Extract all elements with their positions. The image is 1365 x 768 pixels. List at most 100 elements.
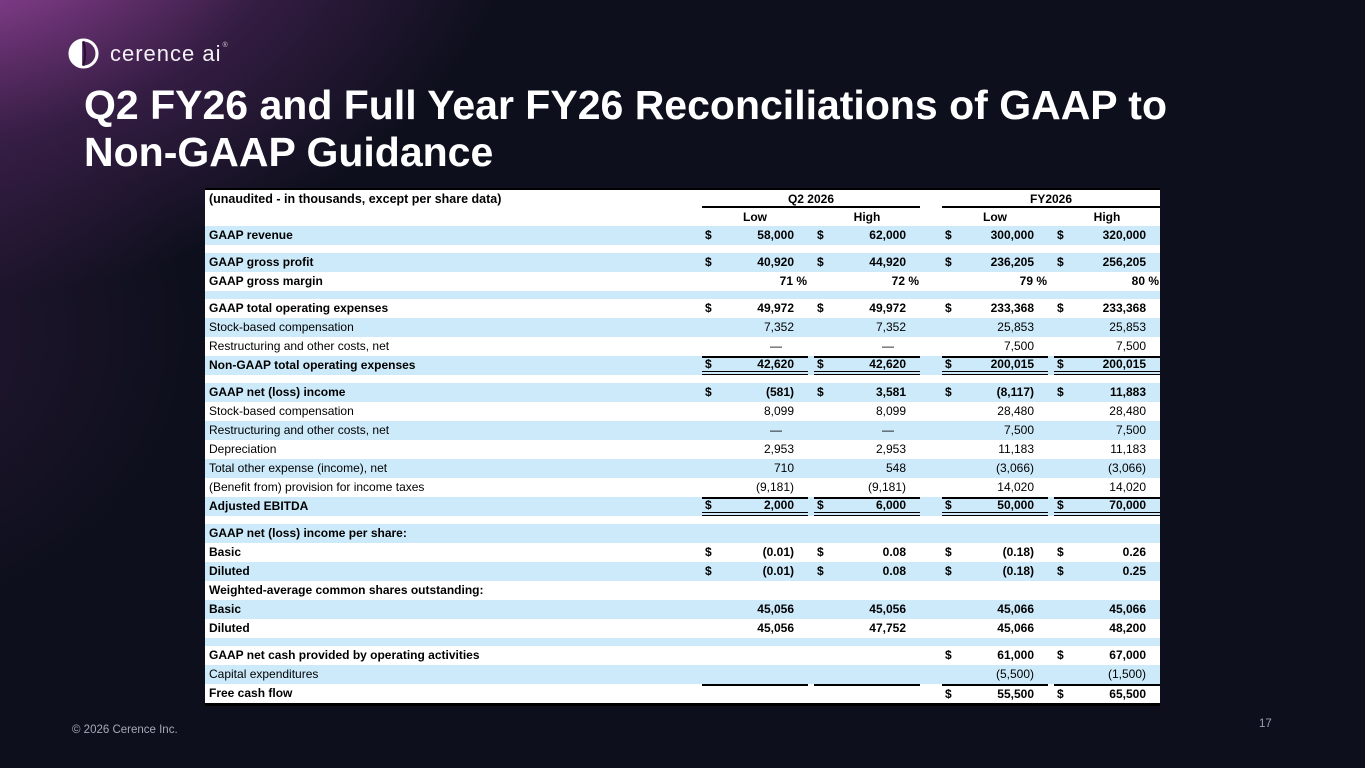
value-group xyxy=(702,524,808,543)
table-row: GAAP total operating expenses $49,972 $49,… xyxy=(205,299,1160,318)
value-group: 8,099 xyxy=(702,402,808,421)
table-caption: (unaudited - in thousands, except per sh… xyxy=(209,192,502,206)
dollar-sign: $ xyxy=(1057,255,1064,269)
cell-value: 710 xyxy=(773,461,794,475)
cell-value: 49,972 xyxy=(869,301,906,315)
table-row: Total other expense (income), net 710 548 (… xyxy=(205,459,1160,478)
row-label: GAAP total operating expenses xyxy=(209,301,389,315)
dollar-sign: $ xyxy=(1057,687,1064,701)
cell-value: 7,500 xyxy=(1115,423,1146,437)
cell-value: (9,181) xyxy=(867,480,906,494)
cell-value: 233,368 xyxy=(1102,301,1146,315)
dollar-sign: $ xyxy=(705,357,712,371)
value-group: 25,853 xyxy=(1054,318,1160,337)
cell-value: 79 % xyxy=(1019,274,1047,288)
value-group: $320,000 xyxy=(1054,226,1160,245)
row-label: (Benefit from) provision for income taxe… xyxy=(209,480,425,494)
cell-value: 49,972 xyxy=(757,301,794,315)
cell-value: 28,480 xyxy=(1109,404,1146,418)
cell-value: 71 % xyxy=(779,274,807,288)
value-group: 45,056 xyxy=(814,600,920,619)
dollar-sign: $ xyxy=(945,301,952,315)
value-group: 25,853 xyxy=(942,318,1048,337)
cell-value: (3,066) xyxy=(995,461,1034,475)
value-group: $ (8,117) xyxy=(942,383,1048,402)
value-group: $67,000 xyxy=(1054,646,1160,665)
value-group: (5,500) xyxy=(942,665,1048,684)
cerence-logo-icon xyxy=(68,38,99,69)
value-group: $233,368 xyxy=(1054,299,1160,318)
table-row: GAAP net cash provided by operating acti… xyxy=(205,646,1160,665)
value-group xyxy=(942,581,1048,600)
dollar-sign: $ xyxy=(817,498,824,512)
cerence-logo: cerence ai® xyxy=(68,38,229,69)
cell-value: 200,015 xyxy=(1102,357,1146,371)
value-group xyxy=(1054,524,1160,543)
registered-mark: ® xyxy=(222,41,229,49)
logo-wordmark: cerence ai® xyxy=(110,40,229,66)
cell-value: — xyxy=(882,423,894,437)
value-group: 45,056 xyxy=(702,619,808,638)
value-group: $42,620 xyxy=(814,356,920,375)
cell-value: 11,183 xyxy=(998,442,1034,456)
cell-value: (0.18) xyxy=(1002,545,1034,559)
cell-value: — xyxy=(770,423,782,437)
row-label: Diluted xyxy=(209,621,250,635)
cell-value: 7,500 xyxy=(1003,423,1034,437)
cell-value: (5,500) xyxy=(995,667,1034,681)
value-group: 2,953 xyxy=(814,440,920,459)
value-group: $58,000 xyxy=(702,226,808,245)
dollar-sign: $ xyxy=(945,687,952,701)
dollar-sign: $ xyxy=(817,564,824,578)
value-group: 47,752 xyxy=(814,619,920,638)
value-group: 7,500 xyxy=(942,337,1048,356)
value-group xyxy=(814,684,920,703)
value-group: 45,066 xyxy=(942,619,1048,638)
table-row: Capital expenditures (5,500) (1,500) xyxy=(205,665,1160,684)
cell-value: 28,480 xyxy=(997,404,1034,418)
value-group: 14,020 xyxy=(942,478,1048,497)
row-label: GAAP gross profit xyxy=(209,255,314,269)
page-number: 17 xyxy=(1259,718,1272,730)
title-line-1: Q2 FY26 and Full Year FY26 Reconciliatio… xyxy=(84,82,1167,128)
cell-value: 25,853 xyxy=(997,320,1034,334)
dollar-sign: $ xyxy=(945,648,952,662)
cell-value: (0.18) xyxy=(1002,564,1034,578)
table-row: GAAP net (loss) income per share: xyxy=(205,524,1160,543)
value-group xyxy=(814,665,920,684)
cell-value: 0.08 xyxy=(882,564,906,578)
table-row: Non-GAAP total operating expenses $42,620… xyxy=(205,356,1160,375)
table-header-row-subcols: Low High Low High xyxy=(205,208,1160,226)
value-group: $6,000 xyxy=(814,497,920,516)
table-row: GAAP gross margin 71 % 72 % 79 % 80 % xyxy=(205,272,1160,291)
value-group: $3,581 xyxy=(814,383,920,402)
value-group: (9,181) xyxy=(702,478,808,497)
value-group: $49,972 xyxy=(702,299,808,318)
table-row: GAAP net (loss) income $ (581) $3,581 $ (8,11… xyxy=(205,383,1160,402)
value-group: $70,000 xyxy=(1054,497,1160,516)
value-group xyxy=(814,646,920,665)
cell-value: 45,066 xyxy=(1109,602,1146,616)
row-label: Depreciation xyxy=(209,442,277,456)
table-row: Diluted 45,056 47,752 45,066 48,200 xyxy=(205,619,1160,638)
value-group: $11,883 xyxy=(1054,383,1160,402)
cell-value: (0.01) xyxy=(762,545,794,559)
value-group: 11,183 xyxy=(942,440,1048,459)
value-group: 72 % xyxy=(814,272,920,291)
row-label: GAAP net (loss) income per share: xyxy=(209,526,407,540)
title-line-2: Non-GAAP Guidance xyxy=(84,129,494,175)
value-group: $ (0.18) xyxy=(942,543,1048,562)
cell-value: (581) xyxy=(765,385,794,399)
cell-value: 58,000 xyxy=(757,228,794,242)
cell-value: 11,883 xyxy=(1109,385,1146,399)
dollar-sign: $ xyxy=(1057,648,1064,662)
row-label: Basic xyxy=(209,602,242,616)
value-group: $49,972 xyxy=(814,299,920,318)
reconciliation-table: (unaudited - in thousands, except per sh… xyxy=(205,188,1160,706)
dollar-sign: $ xyxy=(945,564,952,578)
value-group: 8,099 xyxy=(814,402,920,421)
cell-value: 236,205 xyxy=(990,255,1034,269)
value-group: $42,620 xyxy=(702,356,808,375)
cell-value: 3,581 xyxy=(875,385,906,399)
cell-value: 40,920 xyxy=(757,255,794,269)
